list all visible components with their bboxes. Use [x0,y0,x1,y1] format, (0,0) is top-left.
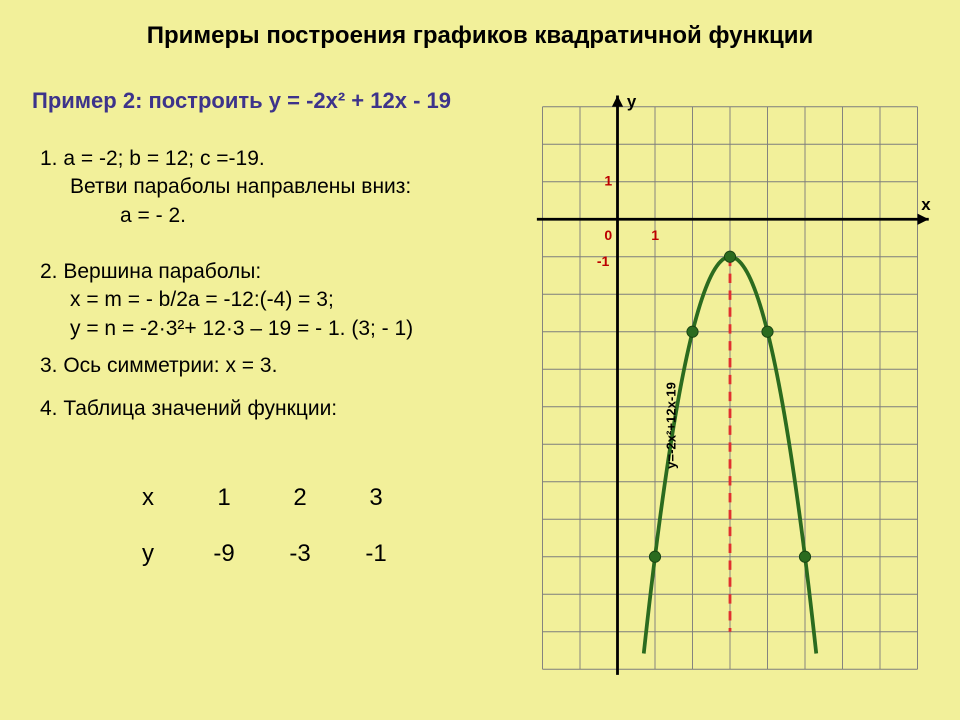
data-point [649,551,660,562]
slide-title: Примеры построения графиков квадратичной… [0,22,960,50]
data-point [799,551,810,562]
tick-label: 1 [604,173,612,189]
table-cell: -1 [338,526,414,582]
table-cell: x [110,470,186,526]
tick-label: -1 [597,253,610,269]
step2-line2: x = m = - b/2a = -12:(-4) = 3; [40,286,500,314]
table-cell: -3 [262,526,338,582]
tick-label: 0 [604,227,612,243]
table-cell: -9 [186,526,262,582]
data-point [687,326,698,337]
table-cell: y [110,526,186,582]
parabola-chart: x y 1 0 1 -1 y=-2x²+12x-19 [500,88,960,688]
step2-line3: y = n = -2·3²+ 12·3 – 19 = - 1. (3; - 1) [40,315,500,343]
step1-line2: Ветви параболы направлены вниз: [40,173,500,201]
step-1: 1. a = -2; b = 12; c =-19. Ветви парабол… [40,145,500,230]
step4-line1: 4. Таблица значений функции: [40,397,337,420]
x-axis-label: x [921,195,931,214]
curve-equation-label: y=-2x²+12x-19 [664,382,679,469]
step3-line1: 3. Ось симметрии: х = 3. [40,354,277,377]
tick-label: 1 [651,227,659,243]
step2-line1: 2. Вершина параболы: [40,260,261,283]
example-heading: Пример 2: построить у = -2х² + 12х - 19 [32,88,451,114]
step1-line3: a = - 2. [40,202,500,230]
table-cell: 1 [186,470,262,526]
step-3: 3. Ось симметрии: х = 3. [40,352,500,380]
values-table: x 1 2 3 y -9 -3 -1 [110,470,414,582]
step-2: 2. Вершина параболы: x = m = - b/2a = -1… [40,258,500,343]
table-cell: 3 [338,470,414,526]
step1-line1: 1. a = -2; b = 12; c =-19. [40,147,265,170]
y-axis-label: y [627,92,637,111]
table-cell: 2 [262,470,338,526]
step-4: 4. Таблица значений функции: [40,395,500,423]
data-point [724,251,735,262]
data-point [762,326,773,337]
table-row: y -9 -3 -1 [110,526,414,582]
table-row: x 1 2 3 [110,470,414,526]
